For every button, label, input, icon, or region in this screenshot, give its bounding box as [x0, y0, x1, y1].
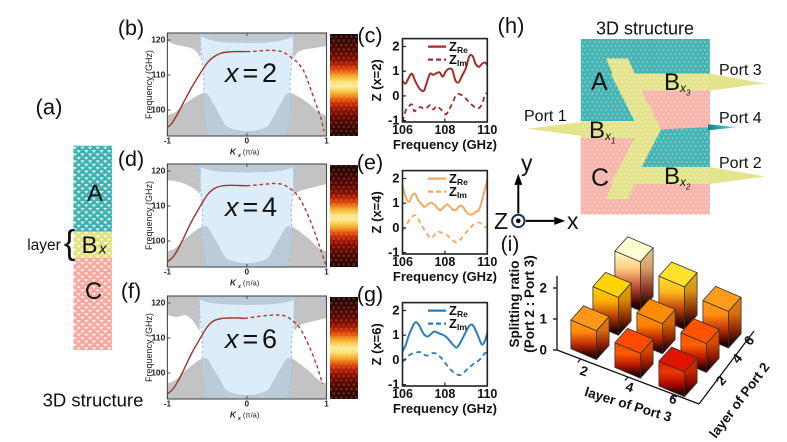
svg-text:x: x [223, 324, 240, 354]
svg-text:Frequency (GHz): Frequency (GHz) [393, 401, 497, 416]
svg-text:(i): (i) [501, 233, 520, 256]
svg-text:(g): (g) [357, 283, 383, 307]
svg-text:1: 1 [324, 400, 329, 409]
svg-text:100: 100 [151, 368, 165, 378]
svg-text:Z (x=6): Z (x=6) [369, 323, 384, 365]
svg-text:108: 108 [434, 255, 455, 269]
svg-text:2: 2 [392, 171, 399, 186]
svg-text:106: 106 [392, 123, 413, 137]
svg-text:(d): (d) [118, 147, 144, 171]
svg-text:B: B [81, 232, 97, 259]
svg-text:108: 108 [434, 387, 455, 401]
svg-text:(c): (c) [357, 24, 382, 48]
svg-text:-1: -1 [164, 137, 172, 146]
svg-text:-1: -1 [388, 113, 400, 128]
svg-text:Splitting ratio: Splitting ratio [507, 261, 522, 348]
svg-text:108: 108 [434, 123, 455, 137]
svg-text:(b): (b) [118, 16, 144, 40]
svg-text:1: 1 [324, 268, 329, 277]
svg-text:2: 2 [539, 281, 547, 296]
svg-text:6: 6 [262, 324, 277, 354]
svg-text:1: 1 [539, 312, 547, 327]
svg-text:0: 0 [392, 352, 399, 367]
svg-text:110: 110 [477, 387, 497, 401]
svg-text:4: 4 [262, 192, 277, 222]
svg-text:110: 110 [152, 333, 166, 343]
svg-text:(π/a): (π/a) [243, 148, 260, 157]
svg-text:(h): (h) [498, 13, 525, 38]
svg-text:Frequency (GHz): Frequency (GHz) [144, 313, 154, 382]
svg-text:-1: -1 [388, 377, 400, 392]
svg-text:2: 2 [578, 363, 590, 380]
svg-text:0: 0 [245, 268, 250, 277]
svg-text:Frequency (GHz): Frequency (GHz) [393, 137, 497, 152]
svg-text:Z (x=4): Z (x=4) [369, 191, 384, 233]
svg-text:1: 1 [392, 63, 399, 78]
svg-text:y: y [521, 150, 533, 176]
svg-text:Z (x=2): Z (x=2) [369, 59, 384, 101]
svg-text:2: 2 [392, 39, 399, 54]
svg-text:C: C [591, 164, 609, 192]
svg-text:0: 0 [392, 88, 399, 103]
svg-text:0: 0 [245, 137, 250, 146]
svg-text:1: 1 [392, 327, 399, 342]
svg-text:(a): (a) [36, 95, 63, 120]
svg-text:110: 110 [477, 255, 497, 269]
svg-text:0: 0 [539, 343, 547, 358]
svg-text:x: x [98, 241, 107, 258]
svg-text:-1: -1 [388, 245, 400, 260]
svg-text:106: 106 [392, 255, 413, 269]
svg-text:3D structure: 3D structure [43, 390, 144, 411]
svg-text:=: = [243, 58, 259, 88]
svg-text:K: K [230, 410, 237, 420]
svg-text:0: 0 [392, 220, 399, 235]
svg-text:-1: -1 [164, 268, 172, 277]
svg-text:(π/a): (π/a) [243, 279, 260, 288]
svg-text:Frequency (GHz): Frequency (GHz) [393, 269, 497, 284]
svg-text:-1: -1 [164, 400, 172, 409]
svg-text:(π/a): (π/a) [243, 411, 260, 420]
svg-text:x: x [237, 416, 242, 422]
svg-text:x: x [223, 58, 240, 88]
svg-text:1: 1 [324, 137, 329, 146]
svg-text:Port 3: Port 3 [719, 62, 762, 79]
svg-text:x: x [237, 153, 242, 159]
svg-text:Port 2: Port 2 [719, 155, 762, 172]
svg-text:3D structure: 3D structure [596, 19, 694, 39]
svg-text:120: 120 [151, 166, 165, 176]
svg-text:(Port 2 : Port 3): (Port 2 : Port 3) [522, 255, 537, 353]
svg-text:layer: layer [27, 237, 61, 254]
svg-text:Port 1: Port 1 [524, 108, 567, 125]
svg-text:{: { [64, 224, 75, 262]
svg-text:Port 4: Port 4 [719, 110, 762, 127]
svg-text:(e): (e) [357, 151, 383, 175]
svg-text:110: 110 [152, 70, 166, 80]
svg-text:120: 120 [151, 298, 165, 308]
svg-text:100: 100 [151, 105, 165, 115]
svg-text:1: 1 [392, 195, 399, 210]
svg-text:2: 2 [262, 58, 277, 88]
svg-text:A: A [591, 68, 608, 96]
svg-text:=: = [243, 324, 259, 354]
svg-text:C: C [85, 278, 102, 305]
svg-text:110: 110 [477, 123, 497, 137]
svg-text:x: x [237, 284, 242, 290]
svg-text:Z: Z [494, 208, 508, 234]
svg-text:K: K [230, 278, 237, 288]
svg-text:120: 120 [151, 35, 165, 45]
svg-text:Frequency (GHz): Frequency (GHz) [144, 181, 154, 250]
svg-text:100: 100 [151, 236, 165, 246]
svg-text:106: 106 [392, 387, 413, 401]
svg-text:x: x [567, 208, 579, 234]
svg-text:K: K [230, 147, 237, 157]
svg-text:Frequency (GHz): Frequency (GHz) [144, 50, 154, 119]
svg-text:=: = [243, 192, 259, 222]
svg-text:2: 2 [392, 303, 399, 318]
svg-text:110: 110 [152, 201, 166, 211]
svg-text:0: 0 [245, 400, 250, 409]
svg-text:A: A [87, 180, 103, 207]
svg-text:(f): (f) [121, 279, 141, 303]
svg-text:x: x [223, 192, 240, 222]
